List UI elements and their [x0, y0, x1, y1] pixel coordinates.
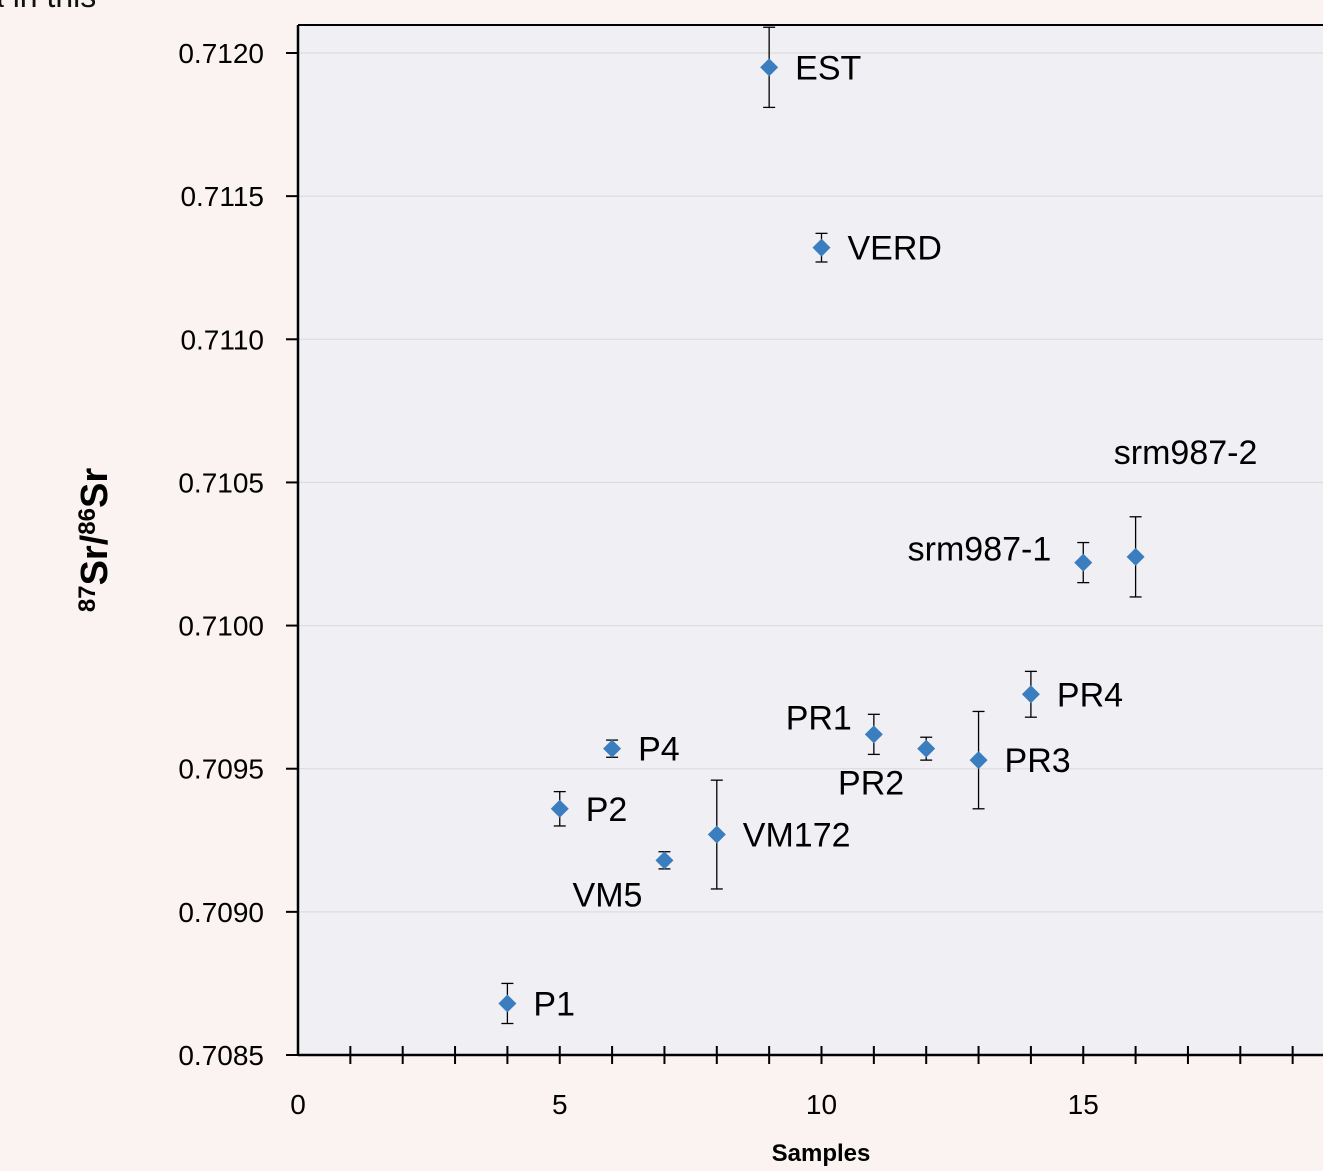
data-point: VM172 — [707, 779, 851, 890]
data-point: P4 — [603, 731, 680, 769]
y-label-base-1: Sr/ — [74, 534, 116, 585]
x-tick-label: 0 — [290, 1089, 306, 1120]
data-label: VM172 — [743, 817, 851, 855]
data-label: EST — [795, 49, 861, 87]
y-tick-label: 0.7105 — [178, 467, 264, 498]
diamond-marker — [1074, 553, 1093, 572]
diamond-marker — [707, 825, 726, 844]
data-point: PR2 — [838, 736, 936, 803]
y-tick-label: 0.7110 — [180, 324, 264, 355]
diamond-marker — [917, 739, 936, 758]
y-tick-label: 0.7090 — [178, 897, 264, 928]
data-point: PR3 — [969, 710, 1071, 810]
diamond-marker — [1021, 685, 1040, 704]
data-points: P1 P2 P4 VM5 VM172 EST VERD PR1 PR2 PR3 PR4 srm987-… — [498, 26, 1258, 1025]
diamond-marker — [812, 238, 831, 257]
x-tick-label: 15 — [1068, 1089, 1099, 1120]
diamond-marker — [864, 725, 883, 744]
diamond-marker — [1126, 547, 1145, 566]
grid-lines — [298, 52, 1323, 913]
y-tick-label: 0.7095 — [178, 754, 264, 785]
data-label: VM5 — [573, 876, 643, 914]
data-label: P4 — [638, 731, 680, 769]
diamond-marker — [969, 751, 988, 770]
data-point: P1 — [498, 982, 575, 1025]
diamond-marker — [550, 799, 569, 818]
data-label: P2 — [586, 791, 628, 829]
data-point: srm987-2 — [1114, 434, 1258, 598]
data-label: srm987-2 — [1114, 434, 1258, 472]
diamond-marker — [655, 851, 674, 870]
data-label: PR4 — [1057, 676, 1123, 714]
y-tick-label: 0.7115 — [180, 181, 264, 212]
plot-area — [298, 25, 1323, 1055]
y-label-superscript-2: 86 — [74, 508, 101, 535]
x-axis: 0 5 10 15 — [290, 1046, 1323, 1120]
data-label: PR1 — [786, 699, 852, 737]
data-point: VM5 — [573, 851, 674, 914]
y-tick-label: 0.7120 — [178, 38, 264, 69]
data-point: PR4 — [1021, 670, 1123, 718]
data-point: PR1 — [786, 699, 883, 756]
data-label: VERD — [848, 230, 942, 268]
data-label: P1 — [533, 985, 575, 1023]
y-tick-label: 0.7085 — [178, 1040, 264, 1071]
y-label-superscript-1: 87 — [74, 585, 101, 612]
y-axis-label: 87Sr/86Sr — [74, 468, 116, 612]
y-tick-label: 0.7100 — [178, 611, 264, 642]
diamond-marker — [760, 58, 779, 77]
data-point: VERD — [812, 230, 942, 268]
x-axis-label: Samples — [772, 1140, 871, 1166]
data-point: EST — [760, 26, 861, 109]
x-tick-label: 10 — [806, 1089, 837, 1120]
data-label: PR2 — [838, 765, 904, 803]
data-point: P2 — [550, 791, 628, 829]
y-axis: 0.7085 0.7090 0.7095 0.7100 0.7105 0.7110 0.71… — [178, 24, 1323, 1071]
background-text-fragment: a in this — [0, 0, 96, 15]
data-label: PR3 — [1005, 742, 1071, 780]
data-point: srm987-1 — [908, 531, 1093, 584]
x-tick-label: 5 — [552, 1089, 568, 1120]
diamond-marker — [498, 994, 517, 1013]
diamond-marker — [603, 739, 622, 758]
y-label-base-2: Sr — [74, 468, 116, 508]
data-label: srm987-1 — [908, 531, 1052, 569]
